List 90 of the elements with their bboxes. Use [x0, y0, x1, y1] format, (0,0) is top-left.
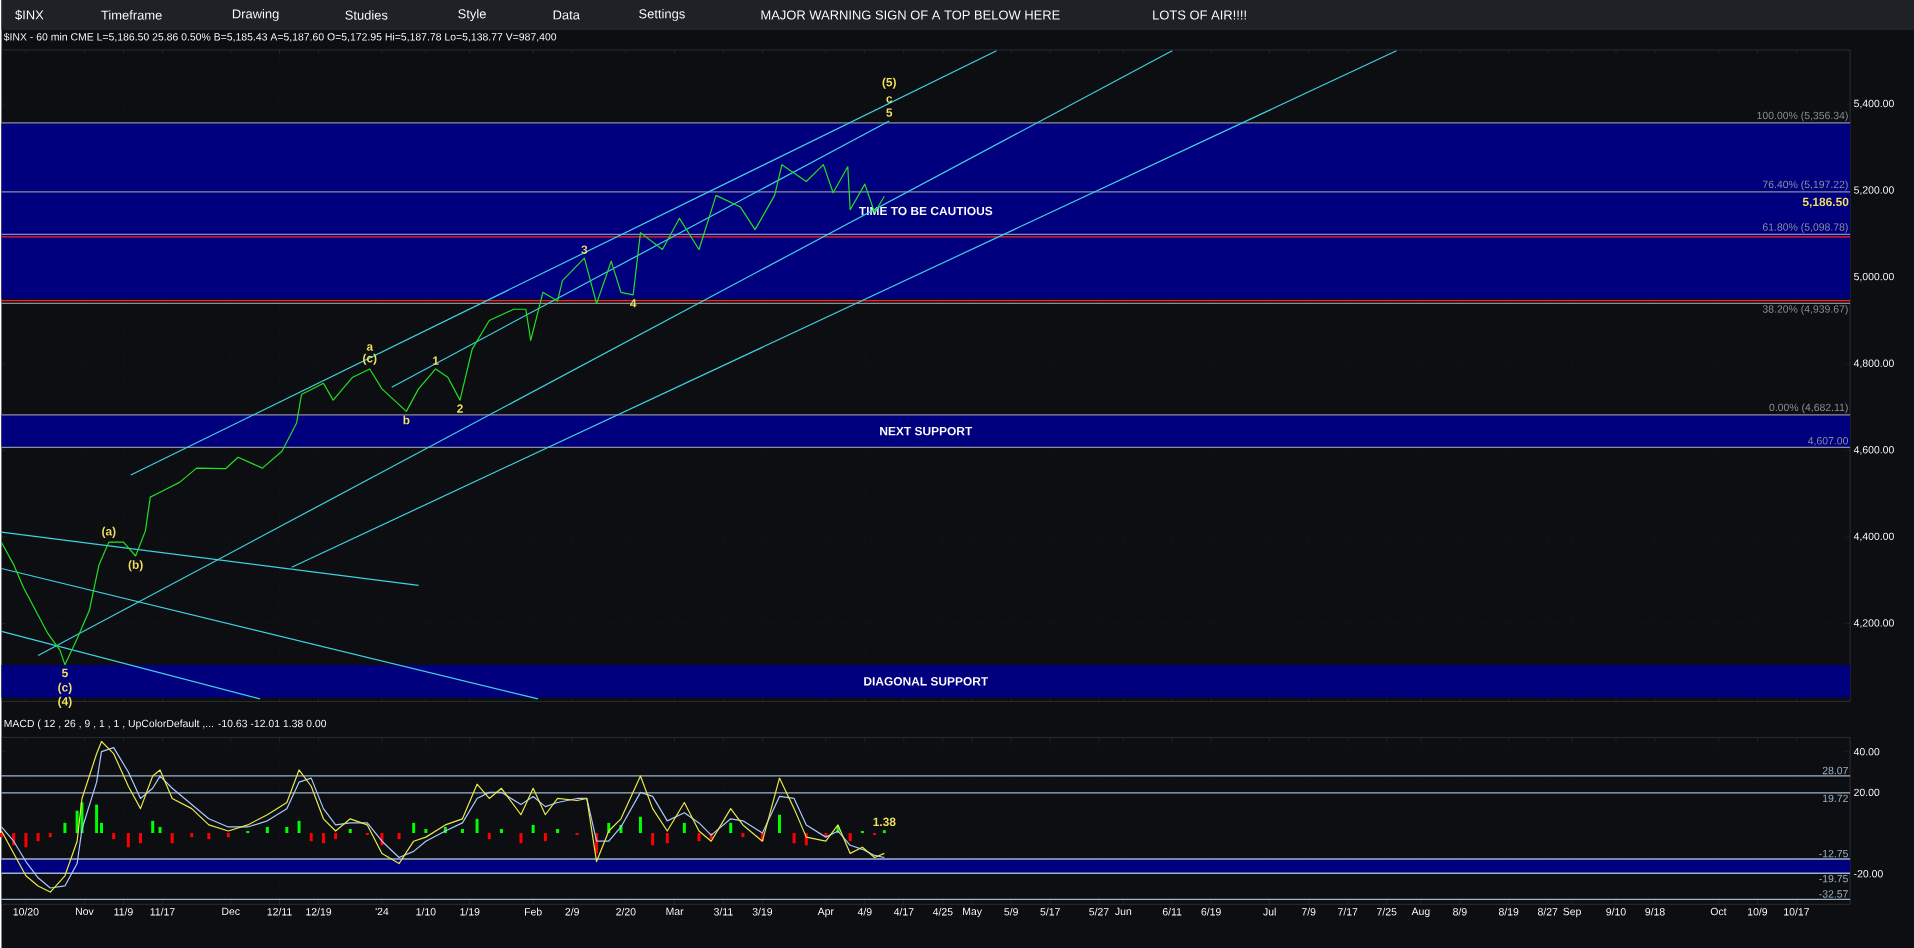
- text: Data: [553, 10, 580, 20]
- band-label: DIAGONAL SUPPORT: [864, 676, 989, 686]
- x-tick-label: 9/18: [1645, 907, 1665, 916]
- ref-line-label: 100.00% (5,356.34): [1757, 111, 1848, 122]
- x-tick-label: Jul: [1263, 907, 1276, 916]
- text: LOTS OF AIR!!!!: [1153, 10, 1246, 20]
- text: Drawing: [232, 8, 279, 21]
- x-tick-label: 12/11: [267, 907, 292, 916]
- y-tick-label: 4,800.00: [1853, 359, 1894, 368]
- y-tick-label: 4,400.00: [1853, 532, 1894, 542]
- x-tick-label: 11/17: [150, 907, 175, 916]
- x-tick-label: 12/19: [306, 907, 332, 916]
- x-tick-label: 5/9: [1004, 907, 1018, 916]
- text: Settings: [639, 8, 685, 21]
- x-tick-label: 9/10: [1606, 907, 1626, 916]
- x-tick-label: 1/10: [416, 907, 436, 916]
- annotation: 5,186.50: [1802, 197, 1849, 208]
- ref-line-label: 19.72: [1823, 794, 1848, 802]
- annotation: (a): [102, 526, 116, 538]
- annotation: 5: [61, 668, 68, 678]
- y-tick-label: 4,600.00: [1853, 445, 1894, 455]
- annotation: 2: [457, 404, 463, 413]
- y-tick-label: -20.00: [1854, 869, 1883, 878]
- x-tick-label: 4/25: [932, 907, 953, 916]
- x-tick-label: Dec: [222, 907, 240, 915]
- x-tick-label: 5/17: [1040, 907, 1060, 916]
- x-tick-label: 6/11: [1162, 907, 1182, 916]
- x-tick-label: 4/17: [893, 907, 914, 916]
- annotation: (c): [58, 682, 72, 694]
- x-tick-label: Apr: [817, 907, 834, 918]
- x-tick-label: 8/27: [1537, 907, 1558, 916]
- x-tick-label: 8/9: [1453, 907, 1467, 916]
- x-tick-label: '24: [375, 907, 389, 915]
- annotation: b: [403, 415, 410, 425]
- x-tick-label: 7/25: [1377, 907, 1397, 916]
- x-tick-label: 3/11: [713, 907, 733, 916]
- x-tick-label: Aug: [1411, 907, 1430, 918]
- ref-line-label: 0.00% (4,682.11): [1769, 403, 1848, 413]
- y-tick-label: 5,400.00: [1854, 99, 1894, 109]
- x-tick-label: 2/20: [616, 907, 636, 916]
- annotation: (5): [882, 77, 896, 89]
- band-label: NEXT SUPPORT: [880, 426, 973, 436]
- y-tick-label: 40.00: [1853, 747, 1880, 756]
- text: Studies: [345, 10, 388, 20]
- x-tick-label: 5/27: [1089, 907, 1109, 916]
- x-tick-label: Feb: [525, 907, 542, 916]
- ref-line-label: -12.75: [1819, 849, 1848, 858]
- text: Timeframe: [101, 10, 162, 20]
- x-tick-label: 1/19: [460, 907, 480, 916]
- chart-title: MACD ( 12 , 26 , 9 , 1 , 1 , UpColorDefault ,... -10.63 -12.01 1.38 0.00: [4, 719, 327, 730]
- x-tick-label: 10/17: [1784, 907, 1809, 916]
- y-tick-label: 5,000.00: [1854, 272, 1894, 282]
- x-tick-label: May: [963, 907, 982, 918]
- ref-line-label: 61.80% (5,098.78): [1762, 222, 1848, 233]
- ref-line-label: 4,607.00: [1807, 436, 1848, 446]
- annotation: 3: [581, 245, 588, 254]
- x-tick-label: 4/9: [857, 907, 872, 916]
- ref-line-label: -19.75: [1819, 874, 1848, 883]
- x-tick-label: Sep: [1563, 907, 1581, 918]
- x-tick-label: 3/19: [752, 907, 773, 916]
- ref-line-label: 28.07: [1822, 766, 1848, 775]
- ref-line-label: 38.20% (4,939.67): [1762, 304, 1848, 315]
- x-tick-label: Oct: [1710, 907, 1727, 916]
- y-tick-label: 5,200.00: [1854, 186, 1894, 195]
- x-tick-label: Nov: [75, 907, 94, 915]
- chart-title: $INX - 60 min CME L=5,186.50 25.86 0.50% B=5,185.43 A=5,187.60 O=5,172.95 Hi=5,187.78 Lo=5,138.77 V=987,400: [3, 32, 557, 42]
- x-tick-label: 2/9: [565, 907, 579, 916]
- x-tick-label: 10/9: [1748, 907, 1768, 916]
- text: $INX: [15, 9, 44, 21]
- annotation: 5: [886, 108, 893, 117]
- y-tick-label: 4,200.00: [1853, 619, 1894, 628]
- annotation: 1: [433, 356, 439, 365]
- text: Style: [458, 8, 486, 21]
- annotation: 1.38: [873, 817, 896, 826]
- y-tick-label: 20.00: [1854, 788, 1880, 796]
- text: MAJOR WARNING SIGN OF A TOP BELOW HERE: [761, 10, 1060, 20]
- annotation: c: [886, 96, 893, 103]
- x-tick-label: 10/20: [13, 907, 39, 916]
- ref-line-label: -32.57: [1819, 890, 1848, 898]
- x-tick-label: 7/9: [1301, 907, 1316, 916]
- x-tick-label: Mar: [666, 907, 684, 915]
- annotation: (4): [58, 696, 72, 708]
- x-tick-label: 7/17: [1338, 907, 1358, 916]
- annotation: a: [366, 344, 374, 351]
- x-tick-label: 8/19: [1498, 907, 1519, 916]
- x-tick-label: Jun: [1115, 907, 1132, 915]
- x-tick-label: 11/9: [114, 907, 133, 916]
- x-tick-label: 6/19: [1201, 907, 1221, 916]
- ref-line-label: 76.40% (5,197.22): [1762, 180, 1848, 191]
- annotation: (b): [128, 560, 143, 572]
